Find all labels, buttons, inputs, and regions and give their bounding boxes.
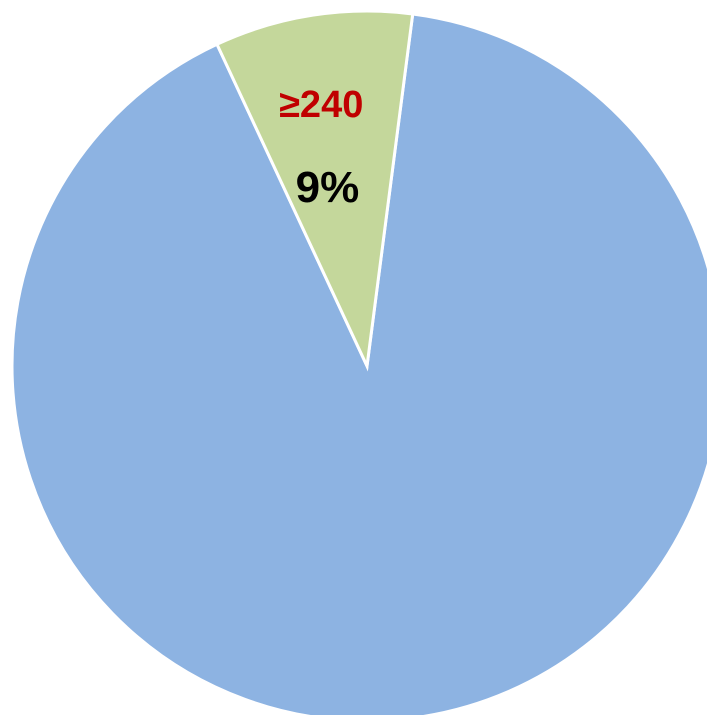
pie-slice-1-label: ≥240: [279, 84, 363, 126]
pie-slice-1-value: 9%: [296, 163, 360, 212]
pie-slice-0: [10, 12, 707, 715]
pie-slice-1: [214, 9, 415, 372]
